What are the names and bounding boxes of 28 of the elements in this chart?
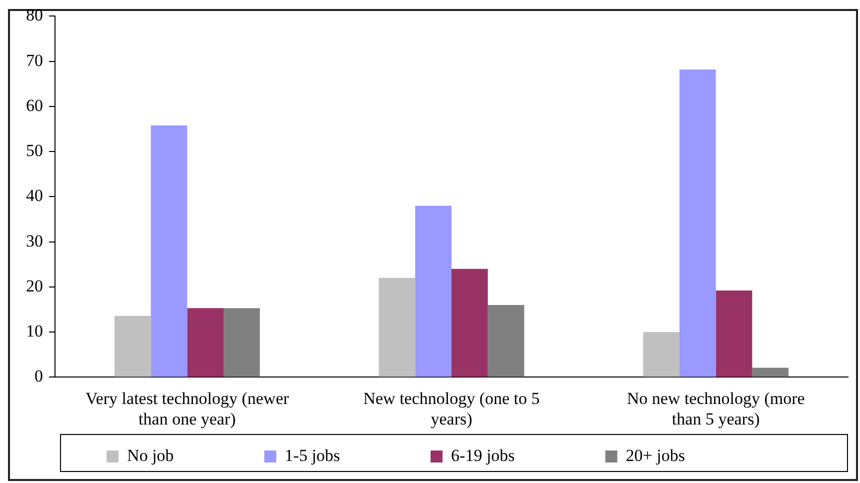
bar	[716, 290, 752, 377]
legend-label: 1-5 jobs	[284, 446, 417, 465]
legend-label: 20+ jobs	[626, 446, 762, 465]
bar	[378, 278, 416, 377]
bar	[224, 308, 260, 377]
bar	[679, 69, 716, 377]
y-tick-label: 80	[26, 6, 43, 25]
y-tick-label: 10	[26, 322, 43, 341]
x-tick-label: Very latest technology (newer than one year)	[85, 388, 290, 428]
x-tick-label: No new technology (more than 5 years)	[626, 388, 805, 428]
legend-label: No job	[127, 446, 250, 465]
legend-label: 6-19 jobs	[451, 446, 592, 465]
y-tick-label: 50	[26, 141, 43, 160]
y-tick-label: 20	[26, 276, 43, 296]
bar	[752, 368, 789, 377]
bar	[452, 268, 488, 377]
x-tick-label: New technology (one to 5 years)	[363, 388, 540, 428]
bar	[187, 308, 224, 377]
y-tick-label: 70	[26, 50, 43, 70]
bar	[114, 316, 151, 377]
y-tick-label: 30	[26, 231, 43, 250]
y-tick-label: 0	[34, 366, 43, 386]
y-tick-label: 40	[26, 186, 43, 206]
bar	[488, 305, 524, 377]
bar	[150, 125, 188, 377]
bar	[415, 206, 452, 377]
y-tick-label: 60	[26, 96, 43, 115]
bar	[643, 332, 680, 377]
